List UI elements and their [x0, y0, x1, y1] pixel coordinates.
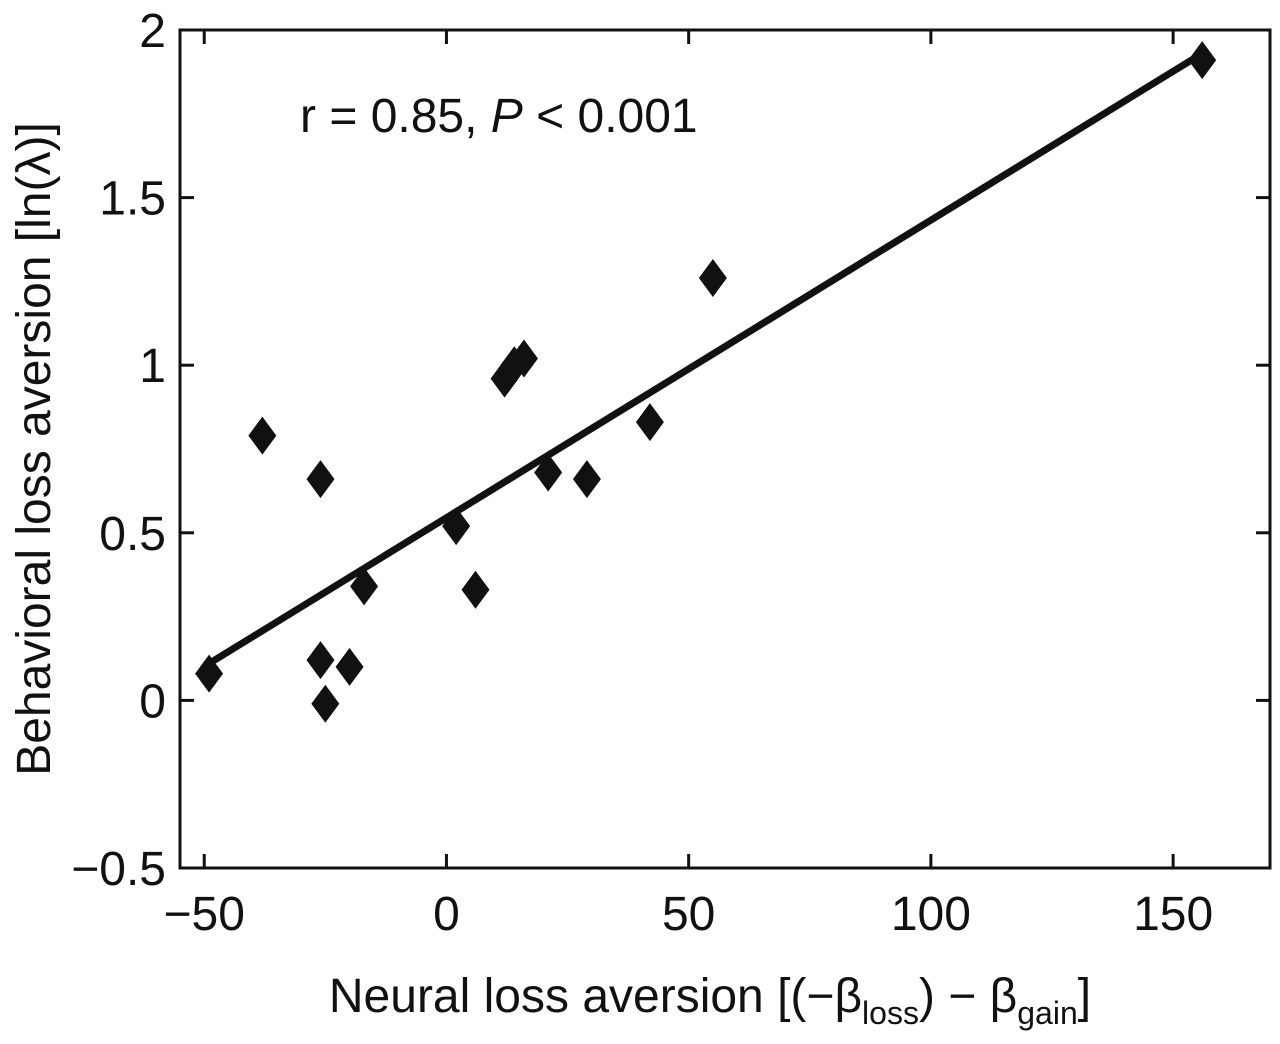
x-tick-label: 150 — [1133, 888, 1213, 941]
data-point-diamond — [306, 641, 335, 680]
regression-line — [205, 49, 1206, 668]
annotation-tail: < 0.001 — [523, 90, 698, 143]
plot-frame — [178, 28, 1272, 870]
y-tick-label: 0.5 — [99, 508, 166, 561]
y-tick-label: −0.5 — [71, 843, 166, 896]
x-label-sub-loss: loss — [862, 995, 919, 1031]
x-tick-label: −50 — [164, 888, 245, 941]
x-label-prefix: Neural loss aversion [(−β — [329, 970, 862, 1023]
data-point-diamond — [1188, 41, 1217, 80]
x-tick-label: 50 — [662, 888, 715, 941]
data-points — [195, 41, 1217, 723]
data-point-diamond — [698, 259, 727, 298]
data-point-diamond — [195, 654, 224, 693]
annotation-p: P — [491, 90, 523, 143]
x-label-sub-gain: gain — [1017, 995, 1078, 1031]
data-point-diamond — [311, 684, 340, 723]
x-label-suffix: ] — [1078, 970, 1091, 1023]
x-label-mid: ) − β — [919, 970, 1017, 1023]
x-tick-label: 0 — [433, 888, 460, 941]
correlation-annotation: r = 0.85, P < 0.001 — [300, 90, 698, 143]
data-point-diamond — [635, 403, 664, 442]
data-point-diamond — [534, 453, 563, 492]
data-point-diamond — [248, 416, 277, 455]
y-tick-label: 1.5 — [99, 173, 166, 226]
x-axis-label: Neural loss aversion [(−βloss) − βgain] — [329, 970, 1091, 1031]
y-tick-label: 0 — [139, 675, 166, 728]
data-point-diamond — [306, 460, 335, 499]
data-point-diamond — [572, 460, 601, 499]
annotation-text: r = 0.85, — [300, 90, 491, 143]
data-point-diamond — [509, 339, 538, 378]
y-tick-label: 2 — [139, 5, 166, 58]
x-axis-ticks: −50 0 50 100 150 — [164, 30, 1213, 941]
data-point-diamond — [350, 567, 379, 606]
data-point-diamond — [442, 507, 471, 546]
data-point-diamond — [461, 570, 490, 609]
y-axis-label: Behavioral loss aversion [ln(λ)] — [8, 122, 61, 776]
data-point-diamond — [335, 647, 364, 686]
y-tick-label: 1 — [139, 340, 166, 393]
x-tick-label: 100 — [891, 888, 971, 941]
y-axis-ticks: −0.5 0 0.5 1 1.5 2 — [71, 5, 1270, 896]
